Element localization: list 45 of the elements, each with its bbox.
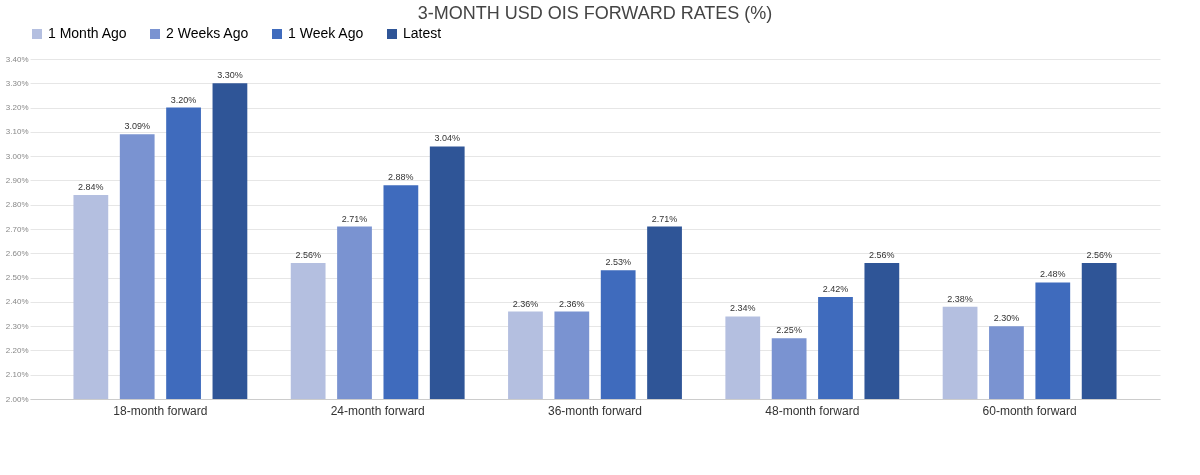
- data-label: 2.71%: [341, 213, 368, 224]
- data-label: 2.48%: [1040, 269, 1066, 280]
- y-tick-label: 2.30%: [5, 321, 29, 331]
- legend-label: 2 Weeks Ago: [166, 25, 249, 41]
- data-label: 2.56%: [1086, 250, 1112, 260]
- data-label: 2.88%: [388, 172, 414, 183]
- data-label: 2.25%: [776, 325, 802, 336]
- y-tick-label: 3.40%: [5, 54, 29, 64]
- y-tick-label: 3.00%: [5, 151, 29, 161]
- data-label: 2.56%: [869, 250, 895, 260]
- y-tick-label: 2.40%: [5, 297, 29, 307]
- chart-title: 3-MONTH USD OIS FORWARD RATES (%): [417, 3, 773, 23]
- y-tick-label: 3.10%: [5, 127, 29, 137]
- y-tick-label: 2.70%: [5, 224, 29, 234]
- y-tick-label: 2.60%: [5, 248, 29, 258]
- data-label: 2.36%: [512, 298, 539, 309]
- x-tick-label: 48-month forward: [765, 403, 860, 418]
- data-label: 3.20%: [170, 94, 197, 105]
- data-label: 2.42%: [822, 284, 849, 294]
- x-tick-label: 24-month forward: [330, 403, 425, 418]
- data-label: 2.53%: [605, 257, 631, 268]
- data-label: 3.04%: [434, 133, 460, 144]
- data-label: 2.56%: [295, 250, 321, 260]
- y-tick-label: 3.30%: [5, 78, 29, 88]
- x-tick-label: 60-month forward: [982, 403, 1077, 418]
- data-label: 2.84%: [78, 182, 104, 192]
- data-label: 2.71%: [651, 213, 678, 224]
- y-tick-label: 2.80%: [5, 200, 29, 210]
- legend-label: Latest: [403, 25, 442, 41]
- legend-label: 1 Week Ago: [288, 25, 364, 41]
- x-tick-label: 36-month forward: [547, 403, 643, 418]
- y-tick-label: 2.10%: [5, 370, 29, 380]
- y-tick-label: 2.50%: [5, 273, 29, 283]
- data-label: 2.38%: [947, 293, 973, 304]
- data-label: 2.30%: [993, 313, 1020, 324]
- x-tick-label: 18-month forward: [113, 403, 208, 418]
- data-label: 3.30%: [217, 70, 243, 81]
- y-tick-label: 2.90%: [5, 175, 29, 185]
- y-tick-label: 3.20%: [5, 103, 29, 113]
- data-label: 3.09%: [124, 121, 150, 132]
- y-tick-label: 2.20%: [5, 345, 29, 355]
- y-tick-label: 2.00%: [5, 394, 29, 404]
- data-label: 2.36%: [559, 298, 585, 309]
- legend-label: 1 Month Ago: [48, 25, 127, 41]
- data-label: 2.34%: [730, 303, 756, 314]
